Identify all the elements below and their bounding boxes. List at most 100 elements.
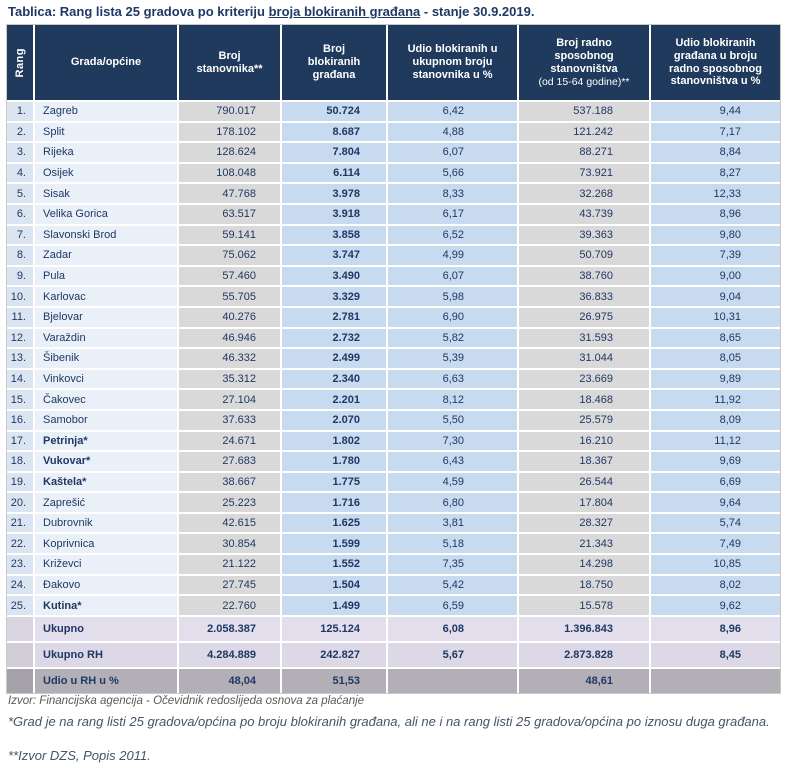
working-age-cell: 39.363 xyxy=(519,225,649,245)
share-total-cell: 4,99 xyxy=(388,246,517,265)
rank-cell: 8. xyxy=(7,246,33,265)
summary-share-working-cell: 8,96 xyxy=(651,616,780,641)
ranking-table: Rang Grada/općine Broj stanovnika** Broj… xyxy=(6,24,781,694)
rank-cell: 11. xyxy=(7,307,33,327)
rank-cell: 13. xyxy=(7,349,33,368)
header-share-total-label: Udio blokiranih u ukupnom broju stanovni… xyxy=(407,43,498,81)
blocked-cell: 1.775 xyxy=(282,472,386,492)
share-working-cell: 10,31 xyxy=(651,307,780,327)
rank-cell: 20. xyxy=(7,493,33,512)
rank-cell: 25. xyxy=(7,596,33,615)
population-cell: 108.048 xyxy=(179,163,280,183)
working-age-cell: 50.709 xyxy=(519,246,649,265)
summary-working-age-cell: 2.873.828 xyxy=(519,642,649,667)
share-working-cell: 8,84 xyxy=(651,143,780,162)
blocked-cell: 50.724 xyxy=(282,102,386,121)
population-cell: 27.104 xyxy=(179,390,280,409)
city-cell: Velika Gorica xyxy=(35,204,177,224)
title-underlined-criterion: broja blokiranih građana xyxy=(268,4,421,19)
population-cell: 128.624 xyxy=(179,143,280,162)
city-cell: Petrinja* xyxy=(35,431,177,451)
share-total-cell: 5,82 xyxy=(388,328,517,348)
working-age-cell: 121.242 xyxy=(519,122,649,142)
share-working-cell: 11,12 xyxy=(651,431,780,451)
share-total-cell: 4,59 xyxy=(388,472,517,492)
working-age-cell: 21.343 xyxy=(519,534,649,554)
share-working-cell: 8,96 xyxy=(651,204,780,224)
city-cell: Karlovac xyxy=(35,287,177,306)
working-age-cell: 18.367 xyxy=(519,452,649,471)
population-cell: 40.276 xyxy=(179,307,280,327)
population-cell: 178.102 xyxy=(179,122,280,142)
city-cell: Varaždin xyxy=(35,328,177,348)
blocked-cell: 8.687 xyxy=(282,122,386,142)
summary-share-working-cell: 8,45 xyxy=(651,642,780,667)
rank-cell: 6. xyxy=(7,204,33,224)
city-cell: Pula xyxy=(35,266,177,286)
population-cell: 25.223 xyxy=(179,493,280,512)
rank-cell: 21. xyxy=(7,513,33,533)
share-working-cell: 9,89 xyxy=(651,369,780,389)
working-age-cell: 26.544 xyxy=(519,472,649,492)
rank-cell: 1. xyxy=(7,102,33,121)
working-age-cell: 18.750 xyxy=(519,575,649,595)
share-total-cell: 7,30 xyxy=(388,431,517,451)
blocked-cell: 3.747 xyxy=(282,246,386,265)
city-cell: Dubrovnik xyxy=(35,513,177,533)
population-cell: 46.332 xyxy=(179,349,280,368)
city-cell: Rijeka xyxy=(35,143,177,162)
header-rank: Rang xyxy=(7,25,33,100)
city-cell: Osijek xyxy=(35,163,177,183)
population-cell: 30.854 xyxy=(179,534,280,554)
population-cell: 35.312 xyxy=(179,369,280,389)
blocked-cell: 2.781 xyxy=(282,307,386,327)
header-rank-label: Rang xyxy=(13,47,26,78)
summary-blocked-cell: 242.827 xyxy=(282,642,386,667)
city-cell: Split xyxy=(35,122,177,142)
footnote-double-asterisk: **Izvor DZS, Popis 2011. xyxy=(8,748,151,763)
working-age-cell: 25.579 xyxy=(519,410,649,430)
source-note: Izvor: Financijska agencija - Očevidnik … xyxy=(8,695,365,707)
share-working-cell: 9,44 xyxy=(651,102,780,121)
city-cell: Bjelovar xyxy=(35,307,177,327)
city-cell: Slavonski Brod xyxy=(35,225,177,245)
blocked-cell: 7.804 xyxy=(282,143,386,162)
population-cell: 27.745 xyxy=(179,575,280,595)
population-cell: 21.122 xyxy=(179,555,280,574)
summary-working-age-cell: 48,61 xyxy=(519,668,649,693)
share-total-cell: 5,39 xyxy=(388,349,517,368)
share-working-cell: 9,00 xyxy=(651,266,780,286)
population-cell: 55.705 xyxy=(179,287,280,306)
share-total-cell: 4,88 xyxy=(388,122,517,142)
city-cell: Vinkovci xyxy=(35,369,177,389)
share-working-cell: 9,62 xyxy=(651,596,780,615)
share-working-cell: 6,69 xyxy=(651,472,780,492)
population-cell: 38.667 xyxy=(179,472,280,492)
population-cell: 42.615 xyxy=(179,513,280,533)
population-cell: 27.683 xyxy=(179,452,280,471)
population-cell: 24.671 xyxy=(179,431,280,451)
share-total-cell: 5,50 xyxy=(388,410,517,430)
share-total-cell: 8,12 xyxy=(388,390,517,409)
rank-cell: 19. xyxy=(7,472,33,492)
working-age-cell: 32.268 xyxy=(519,184,649,203)
header-share-working-label: Udio blokiranih građana u broju radno sp… xyxy=(669,36,762,88)
share-total-cell: 6,07 xyxy=(388,143,517,162)
rank-cell: 17. xyxy=(7,431,33,451)
city-cell: Kaštela* xyxy=(35,472,177,492)
share-total-cell: 6,17 xyxy=(388,204,517,224)
summary-share-total-cell: 6,08 xyxy=(388,616,517,641)
rank-cell: 22. xyxy=(7,534,33,554)
summary-blocked-cell: 125.124 xyxy=(282,616,386,641)
share-total-cell: 6,59 xyxy=(388,596,517,615)
share-total-cell: 6,07 xyxy=(388,266,517,286)
working-age-cell: 26.975 xyxy=(519,307,649,327)
working-age-cell: 537.188 xyxy=(519,102,649,121)
population-cell: 22.760 xyxy=(179,596,280,615)
share-working-cell: 7,39 xyxy=(651,246,780,265)
blocked-cell: 2.732 xyxy=(282,328,386,348)
rank-cell: 12. xyxy=(7,328,33,348)
rank-cell: 23. xyxy=(7,555,33,574)
city-cell: Zagreb xyxy=(35,102,177,121)
blocked-cell: 1.504 xyxy=(282,575,386,595)
